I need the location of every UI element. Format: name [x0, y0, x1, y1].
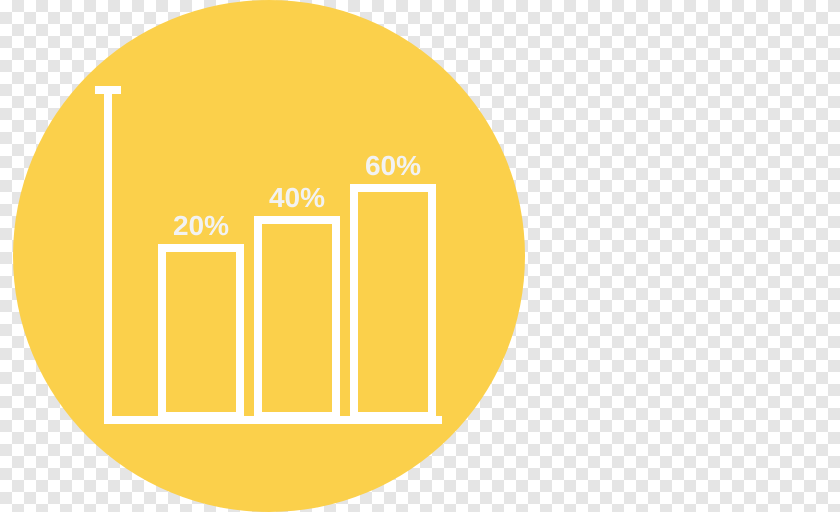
bar-label-3: 60%: [348, 150, 438, 182]
bar-chart-icon: [0, 0, 840, 512]
axis: [95, 90, 442, 420]
bar-1: [162, 248, 240, 416]
bar-3: [354, 188, 432, 416]
bar-2: [258, 220, 336, 416]
bar-label-1: 20%: [156, 210, 246, 242]
bar-label-2: 40%: [252, 182, 342, 214]
